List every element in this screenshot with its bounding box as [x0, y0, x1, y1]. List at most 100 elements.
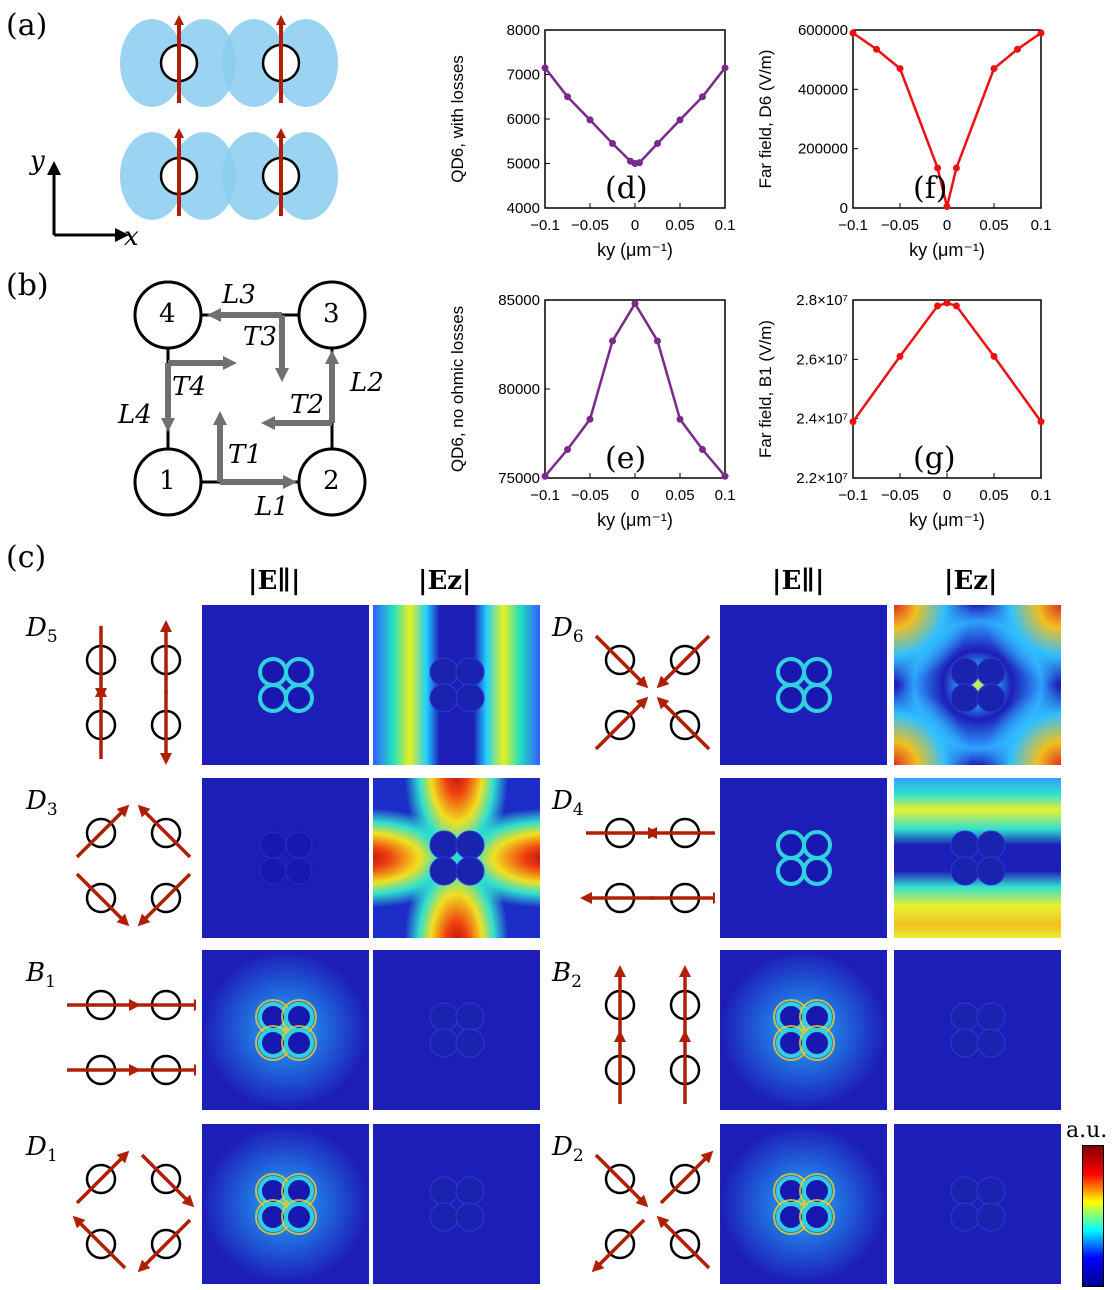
y-tick-label: 80000 — [498, 381, 540, 398]
data-point — [699, 446, 706, 454]
field-map-e-par-d3 — [202, 778, 369, 938]
chart-f: −0.1 −0.05 0 0.05 0.1 0 200000 400000 600000 (f) k… — [756, 22, 1051, 260]
dipole-diagram-d1 — [72, 1150, 195, 1273]
field-map-e-par-d5 — [202, 605, 369, 765]
dimer-row-bottom — [120, 128, 338, 220]
dimer-row-top — [120, 15, 338, 107]
x-tick-label: 0.05 — [665, 217, 694, 234]
dipole-diagram-d4 — [580, 817, 715, 914]
node-label-1: 1 — [159, 466, 176, 496]
dipole-diagram-d3 — [75, 804, 192, 927]
y-axis-label: QD6, with losses — [448, 55, 467, 183]
panel-label: (e) — [605, 441, 646, 476]
node-3 — [297, 280, 367, 350]
data-point — [699, 93, 706, 101]
data-point — [943, 203, 951, 211]
x-tick-label: −0.1 — [838, 487, 868, 504]
x-tick-label: 0 — [631, 217, 639, 234]
mode-label-d1: D1 — [26, 1132, 58, 1167]
y-tick-label: 6000 — [507, 111, 540, 128]
mode-label-d6: D6 — [552, 613, 584, 648]
label-T3: T3 — [243, 322, 277, 352]
field-map-e-par-b2 — [720, 950, 887, 1110]
field-map-ez-d4 — [894, 778, 1061, 938]
data-point — [934, 164, 942, 172]
chart-d: −0.1 −0.05 0 0.05 0.1 4000 5000 6000 7000 8000 (d)… — [448, 22, 735, 260]
field-map-ez-d6 — [894, 605, 1061, 765]
x-axis-label: ky (μm⁻¹) — [909, 510, 985, 530]
data-point — [631, 300, 639, 308]
series-line — [851, 301, 1043, 423]
x-axis-label: ky (μm⁻¹) — [909, 240, 985, 260]
field-map-e-par-d2 — [720, 1124, 887, 1284]
node-label-2: 2 — [323, 466, 340, 496]
data-point — [943, 299, 951, 307]
colorbar-label: a.u. — [1066, 1118, 1108, 1143]
x-tick-label: 0.1 — [715, 217, 736, 234]
series-line — [544, 67, 726, 165]
data-point — [676, 116, 684, 124]
label-L2: L2 — [350, 368, 384, 398]
x-tick-label: 0.1 — [715, 487, 736, 504]
x-tick-label: 0 — [943, 217, 951, 234]
mode-label-d3: D3 — [26, 786, 58, 821]
dipole-diagram-d5 — [85, 620, 182, 765]
data-point — [1037, 29, 1045, 37]
field-map-e-par-d4 — [720, 778, 887, 938]
y-tick-label: 4000 — [507, 200, 540, 217]
axis-label-y: y — [30, 146, 45, 176]
data-point — [952, 302, 960, 310]
node-2 — [297, 447, 367, 517]
chart-e: −0.1 −0.05 0 0.05 0.1 75000 80000 85000 (e) ky (μ… — [448, 292, 735, 530]
panel-label: (d) — [605, 171, 648, 206]
y-axis-label: Far field, D6 (V/m) — [756, 50, 775, 189]
label-T2: T2 — [290, 390, 324, 420]
field-map-ez-d2 — [894, 1124, 1061, 1284]
y-tick-label: 2.6×10⁷ — [796, 351, 848, 368]
x-tick-label: 0 — [631, 487, 639, 504]
dipole-diagram-d2 — [591, 1150, 714, 1273]
y-tick-label: 2.8×10⁷ — [796, 292, 848, 309]
panel-label: (f) — [913, 171, 948, 206]
x-tick-label: 0.05 — [665, 487, 694, 504]
panel-label-b: (b) — [6, 268, 49, 303]
panel-a-diagram — [47, 15, 338, 242]
x-tick-label: −0.1 — [530, 487, 560, 504]
panel-label: (g) — [913, 441, 956, 476]
header-E-par-right: |E∥| — [772, 566, 825, 596]
x-tick-label: 0 — [943, 487, 951, 504]
data-point — [654, 337, 661, 345]
node-label-3: 3 — [323, 299, 340, 329]
data-point — [721, 64, 729, 72]
header-E-par-left: |E∥| — [248, 566, 301, 596]
node-label-4: 4 — [159, 299, 176, 329]
data-point — [990, 65, 998, 73]
field-map-e-par-d6 — [720, 605, 887, 765]
y-tick-label: 2.2×10⁷ — [796, 470, 848, 487]
data-point — [541, 64, 549, 72]
header-Ez-left: |Ez| — [418, 566, 472, 596]
y-tick-label: 200000 — [798, 141, 848, 158]
label-L1: L1 — [255, 492, 289, 522]
field-map-ez-b1 — [373, 950, 540, 1110]
data-point — [1014, 45, 1021, 53]
data-point — [564, 93, 571, 101]
data-point — [934, 302, 942, 310]
label-L3: L3 — [222, 280, 256, 310]
x-axis-label: ky (μm⁻¹) — [597, 240, 673, 260]
header-Ez-right: |Ez| — [944, 566, 998, 596]
field-map-e-par-d1 — [202, 1124, 369, 1284]
colorbar — [1082, 1145, 1104, 1287]
y-tick-label: 0 — [840, 200, 848, 217]
mode-label-b2: B2 — [552, 958, 582, 993]
x-tick-label: −0.1 — [530, 217, 560, 234]
field-map-ez-d1 — [373, 1124, 540, 1284]
panel-label-c: (c) — [6, 540, 47, 575]
y-tick-label: 5000 — [507, 156, 540, 173]
data-point — [564, 446, 571, 454]
y-axis-label: QD6, no ohmic losses — [448, 306, 467, 472]
x-tick-label: 0.1 — [1031, 487, 1052, 504]
y-tick-label: 8000 — [507, 22, 540, 39]
x-tick-label: −0.05 — [881, 487, 919, 504]
x-tick-label: −0.05 — [571, 487, 609, 504]
